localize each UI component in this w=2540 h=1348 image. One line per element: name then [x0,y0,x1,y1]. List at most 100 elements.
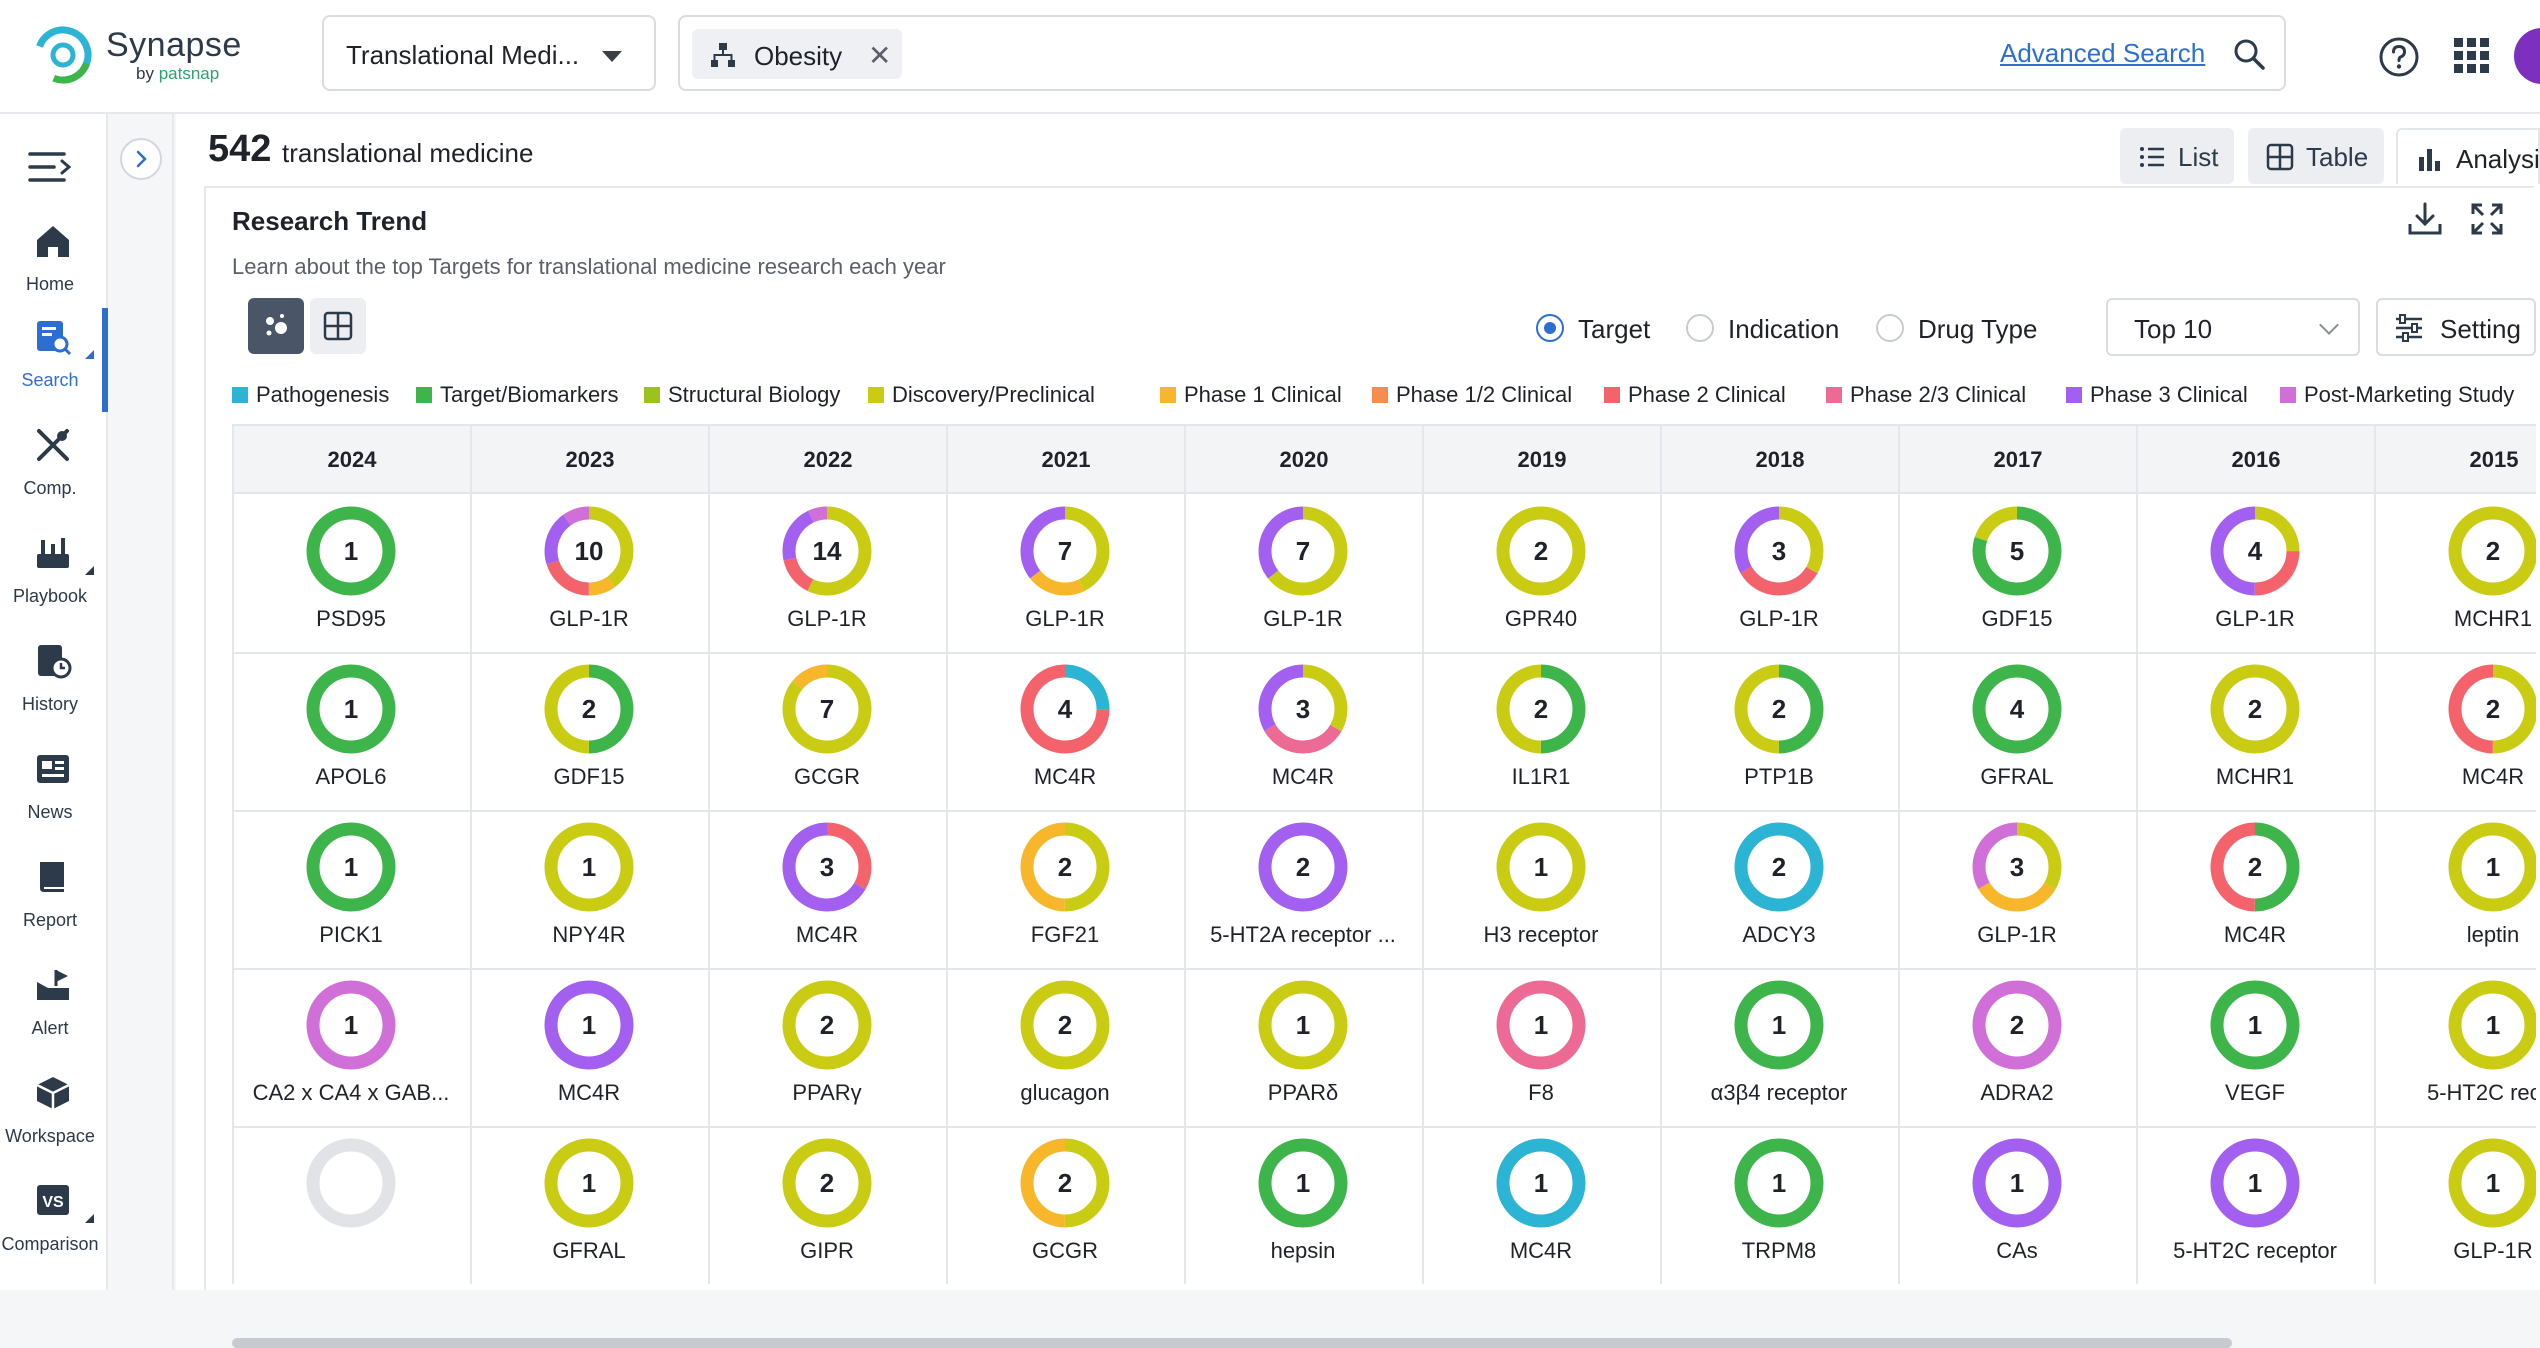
help-icon[interactable] [2378,36,2420,78]
top-n-select[interactable]: Top 10 [2106,298,2360,356]
card-title: Research Trend [232,206,427,237]
nav-item-report[interactable]: Report [0,848,108,952]
view-table-label: Table [2306,142,2368,173]
target-cell[interactable]: 1NPY4R [470,810,708,968]
target-cell[interactable]: 2MC4R [2374,652,2536,810]
legend-swatch [1604,387,1620,403]
target-cell[interactable]: 1hepsin [1184,1126,1422,1284]
donut-count: 2 [2210,822,2300,912]
target-name: MC4R [950,764,1180,790]
dataset-select[interactable]: Translational Medi... [322,15,656,91]
avatar[interactable] [2514,28,2540,84]
target-cell[interactable]: 2PPARγ [708,968,946,1126]
target-name: NPY4R [474,922,704,948]
target-name: FGF21 [950,922,1180,948]
target-cell[interactable]: 2GIPR [708,1126,946,1284]
target-cell[interactable]: 1VEGF [2136,968,2374,1126]
fullscreen-icon[interactable] [2470,202,2504,236]
nav-item-alert[interactable]: Alert [0,956,108,1060]
target-cell[interactable]: 1CAs [1898,1126,2136,1284]
target-cell[interactable]: 2ADRA2 [1898,968,2136,1126]
target-cell[interactable] [232,1126,470,1284]
nav-item-home[interactable]: Home [0,212,108,316]
target-cell[interactable]: 1H3 receptor [1422,810,1660,968]
expand-panel-button[interactable] [120,138,162,180]
bubble-view-button[interactable] [248,298,304,354]
target-cell[interactable]: 1PSD95 [232,494,470,652]
target-cell[interactable]: 7GLP-1R [1184,494,1422,652]
close-icon[interactable]: ✕ [868,39,891,72]
donut-count: 2 [2448,664,2536,754]
nav-item-comp[interactable]: Comp. [0,416,108,520]
target-cell[interactable]: 1α3β4 receptor [1660,968,1898,1126]
search-icon[interactable] [2232,37,2266,71]
grid-view-button[interactable] [310,298,366,354]
chevron-right-icon [122,140,160,178]
target-cell[interactable]: 3GLP-1R [1898,810,2136,968]
radio-drug-type-label: Drug Type [1918,314,2037,345]
target-cell[interactable]: 7GCGR [708,652,946,810]
target-cell[interactable]: 1GLP-1R [2374,1126,2536,1284]
target-cell[interactable]: 1MC4R [1422,1126,1660,1284]
target-cell[interactable]: 2GDF15 [470,652,708,810]
target-cell[interactable]: 10GLP-1R [470,494,708,652]
nav-item-comparison[interactable]: VS Comparison [0,1172,108,1276]
target-cell[interactable]: 1APOL6 [232,652,470,810]
target-cell[interactable]: 1PPARδ [1184,968,1422,1126]
target-cell[interactable]: 2glucagon [946,968,1184,1126]
nav-item-playbook[interactable]: Playbook [0,524,108,628]
target-cell[interactable]: 2MC4R [2136,810,2374,968]
target-cell[interactable]: 1GFRAL [470,1126,708,1284]
target-cell[interactable]: 1CA2 x CA4 x GAB... [232,968,470,1126]
search-chip[interactable]: Obesity ✕ [692,29,902,79]
menu-collapse-icon[interactable] [28,150,72,184]
target-cell[interactable]: 2PTP1B [1660,652,1898,810]
target-cell[interactable]: 2MCHR1 [2136,652,2374,810]
synapse-logo[interactable]: Synapse by patsnap [32,22,252,92]
target-cell[interactable]: 3MC4R [708,810,946,968]
donut-count: 1 [2210,1138,2300,1228]
left-nav: Home Search Comp. Playbook History [0,114,108,1290]
download-icon[interactable] [2406,200,2444,238]
legend-swatch [232,387,248,403]
view-analysis-button[interactable]: Analysis [2396,128,2540,184]
target-cell[interactable]: 2IL1R1 [1422,652,1660,810]
target-cell[interactable]: 1TRPM8 [1660,1126,1898,1284]
nav-item-history[interactable]: History [0,632,108,736]
target-cell[interactable]: 2ADCY3 [1660,810,1898,968]
target-cell[interactable]: 3MC4R [1184,652,1422,810]
target-cell[interactable]: 2GPR40 [1422,494,1660,652]
target-cell[interactable]: 15-HT2C receptor [2136,1126,2374,1284]
view-list-button[interactable]: List [2120,128,2234,184]
view-table-button[interactable]: Table [2248,128,2384,184]
nav-item-search[interactable]: Search [0,308,108,412]
target-cell[interactable]: 1leptin [2374,810,2536,968]
target-cell[interactable]: 4GFRAL [1898,652,2136,810]
target-cell[interactable]: 2MCHR1 [2374,494,2536,652]
search-box[interactable]: Obesity ✕ Advanced Search [678,15,2286,91]
target-cell[interactable]: 25-HT2A receptor ... [1184,810,1422,968]
target-cell[interactable]: 3GLP-1R [1660,494,1898,652]
target-cell[interactable]: 1PICK1 [232,810,470,968]
apps-grid-icon[interactable] [2454,38,2490,74]
target-cell[interactable]: 4GLP-1R [2136,494,2374,652]
target-name: GLP-1R [474,606,704,632]
nav-item-label: Workspace [0,1126,100,1147]
news-icon [34,750,72,788]
nav-item-workspace[interactable]: Workspace [0,1064,108,1168]
target-cell[interactable]: 2GCGR [946,1126,1184,1284]
horizontal-scrollbar[interactable] [232,1338,2232,1348]
nav-item-news[interactable]: News [0,740,108,844]
donut-count: 1 [2448,822,2536,912]
target-cell[interactable]: 15-HT2C rec... [2374,968,2536,1126]
setting-button[interactable]: Setting [2376,298,2536,356]
target-cell[interactable]: 1MC4R [470,968,708,1126]
target-cell[interactable]: 7GLP-1R [946,494,1184,652]
target-cell[interactable]: 14GLP-1R [708,494,946,652]
advanced-search-link[interactable]: Advanced Search [2000,38,2205,69]
target-cell[interactable]: 5GDF15 [1898,494,2136,652]
target-cell[interactable]: 1F8 [1422,968,1660,1126]
target-cell[interactable]: 2FGF21 [946,810,1184,968]
target-name: CAs [1902,1238,2132,1264]
target-cell[interactable]: 4MC4R [946,652,1184,810]
